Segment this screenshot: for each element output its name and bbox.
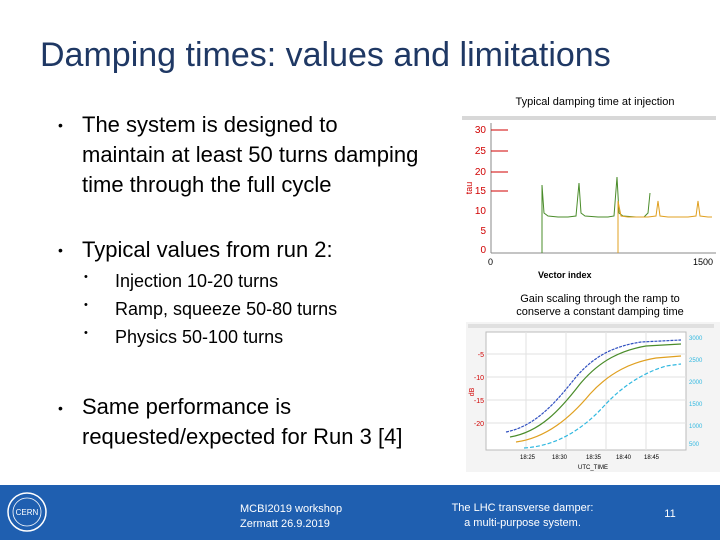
chart1-ytick-25: 25 (475, 146, 487, 157)
footer-workshop-line-2: Zermatt 26.9.2019 (240, 518, 330, 530)
chart2-series-green (509, 343, 682, 438)
chart2-ytick-right-5: 1000 (689, 424, 703, 430)
chart1-caption: Typical damping time at injection (515, 96, 675, 108)
chart2-ytick-right-4: 1500 (689, 402, 703, 408)
chart2-ytick-right-1: 3000 (689, 336, 703, 342)
chart1-ytick-5: 5 (480, 226, 486, 237)
chart2-xlabel: UTC_TIME (578, 465, 608, 471)
bullet-3-line-2: requested/expected for Run 3 [4] (82, 424, 403, 449)
bullet-2: Typical values from run 2: (82, 237, 333, 262)
chart2-ytick-left-1: -5 (478, 352, 484, 359)
chart2-xtick-4: 18:40 (616, 455, 632, 461)
chart1-ytick-10: 10 (475, 206, 487, 217)
chart2-ytick-left-4: -20 (474, 421, 484, 428)
chart1-ytick-30: 30 (475, 125, 487, 136)
footer-talk-title: The LHC transverse damper: a multi-purpo… (435, 501, 610, 531)
sub-bullet-marker: • (84, 271, 88, 283)
bullet-3-line-1: Same performance is (82, 394, 292, 419)
footer-workshop-line-1: MCBI2019 workshop (240, 503, 343, 515)
page-number: 11 (664, 508, 676, 520)
bullet-1: The system is designed to maintain at le… (82, 110, 418, 200)
chart1-ytick-20: 20 (475, 167, 487, 178)
chart2-xtick-2: 18:30 (552, 455, 568, 461)
chart2-xtick-3: 18:35 (586, 455, 602, 461)
sub-bullet-marker: • (84, 299, 88, 311)
chart2-caption-line-1: Gain scaling through the ramp to (520, 293, 680, 305)
footer-bar: CERN MCBI2019 workshop Zermatt 26.9.2019… (0, 485, 720, 540)
bullet-1-line-2: maintain at least 50 turns damping (82, 142, 419, 167)
chart2-xtick-5: 18:45 (644, 455, 660, 461)
chart2-caption-line-2: conserve a constant damping time (516, 306, 684, 318)
chart1-ylabel: tau (464, 182, 474, 195)
chart2-series-blue (505, 339, 682, 433)
chart1-damping-injection: 30 25 20 15 10 5 0 tau 0 1500 Vector ind… (458, 113, 720, 280)
sub-bullet-3: Physics 50-100 turns (115, 327, 284, 347)
footer-talk-line-2: a multi-purpose system. (464, 517, 581, 529)
chart2-ylabel: dB (469, 387, 476, 396)
chart2-ytick-left-3: -15 (474, 398, 484, 405)
cern-logo-icon: CERN (7, 492, 47, 532)
chart1-ytick-15: 15 (475, 186, 487, 197)
bullet-marker: • (58, 400, 63, 416)
bullet-marker: • (58, 242, 63, 258)
page-title: Damping times: values and limitations (40, 36, 611, 74)
chart1-xtick-1500: 1500 (693, 257, 713, 267)
footer-talk-line-1: The LHC transverse damper: (451, 502, 594, 514)
chart2-ytick-right-3: 2000 (689, 380, 703, 386)
chart2-ytick-right-2: 2500 (689, 358, 703, 364)
bullet-marker: • (58, 117, 63, 133)
chart2-ytick-left-2: -10 (474, 375, 484, 382)
bullet-1-line-1: The system is designed to (82, 112, 338, 137)
sub-bullet-1: Injection 10-20 turns (115, 271, 279, 291)
footer-workshop: MCBI2019 workshop Zermatt 26.9.2019 (240, 502, 342, 532)
bullet-1-line-3: time through the full cycle (82, 172, 332, 197)
chart1-xtick-0: 0 (488, 257, 493, 267)
cern-logo-text: CERN (16, 508, 39, 517)
chart2-xtick-1: 18:25 (520, 455, 536, 461)
sub-bullet-marker: • (84, 327, 88, 339)
sub-bullet-2: Ramp, squeeze 50-80 turns (115, 299, 338, 319)
bullet-3: Same performance is requested/expected f… (82, 392, 402, 452)
chart1-xlabel: Vector index (538, 270, 592, 280)
chart2-caption: Gain scaling through the ramp to conserv… (480, 293, 720, 319)
chart2-ytick-right-6: 500 (689, 442, 700, 448)
chart2-gain-scaling: -5 -10 -15 -20 dB 3000 2500 2000 1500 10… (466, 322, 720, 472)
chart2-series-cyan (523, 363, 682, 449)
chart2-series-orange (515, 355, 682, 443)
chart1-series-orange (617, 200, 712, 253)
chart1-ytick-0: 0 (480, 245, 486, 256)
